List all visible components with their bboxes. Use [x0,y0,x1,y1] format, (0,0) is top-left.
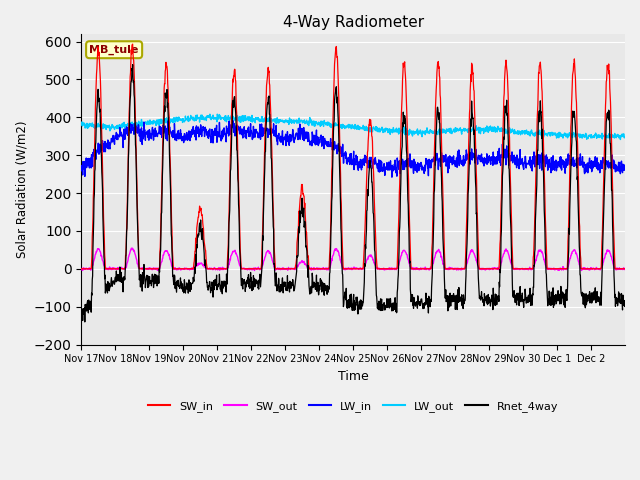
X-axis label: Time: Time [338,370,369,383]
Title: 4-Way Radiometer: 4-Way Radiometer [283,15,424,30]
Legend: SW_in, SW_out, LW_in, LW_out, Rnet_4way: SW_in, SW_out, LW_in, LW_out, Rnet_4way [144,397,563,417]
Y-axis label: Solar Radiation (W/m2): Solar Radiation (W/m2) [15,120,28,258]
Text: MB_tule: MB_tule [90,45,139,55]
